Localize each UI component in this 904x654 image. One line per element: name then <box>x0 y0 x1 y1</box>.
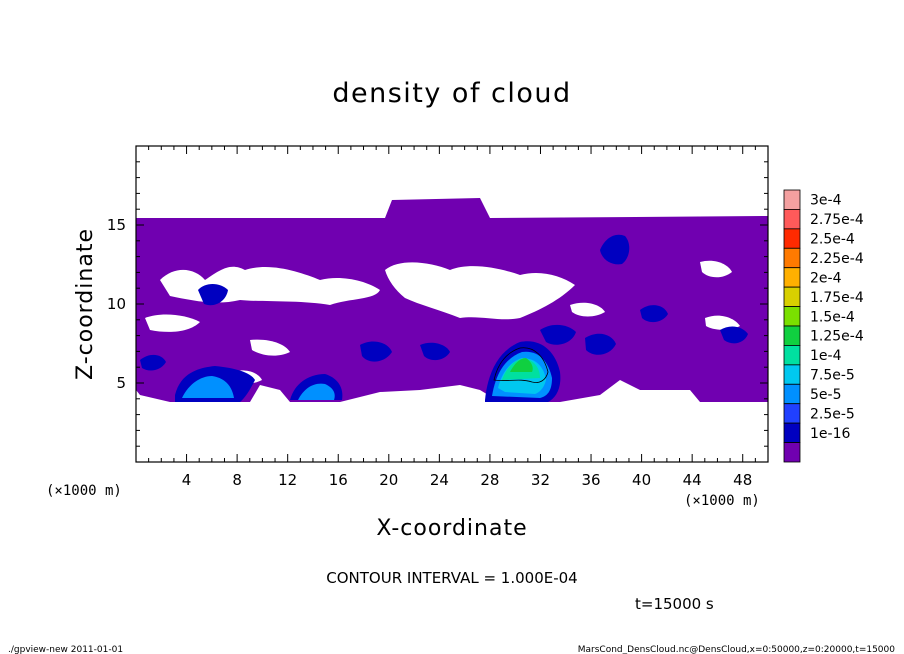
x-tick-label: 32 <box>531 471 550 489</box>
colorbar-swatch <box>783 286 801 307</box>
colorbar-label: 1.25e-4 <box>810 329 864 345</box>
x-unit-left: (×1000 m) <box>46 483 122 499</box>
x-tick-label: 12 <box>278 471 297 489</box>
y-tick-label: 5 <box>116 374 126 392</box>
time-label: t=15000 s <box>635 595 714 613</box>
footer-left: ./gpview-new 2011-01-01 <box>8 645 123 654</box>
colorbar-label: 1.5e-4 <box>810 309 855 325</box>
colorbar-swatch <box>783 345 801 366</box>
colorbar-label: 2.25e-4 <box>810 251 864 267</box>
x-tick-label: 36 <box>581 471 600 489</box>
x-tick-label: 24 <box>430 471 449 489</box>
colorbar-swatch <box>783 325 801 346</box>
colorbar-label: 2.5e-4 <box>810 232 855 248</box>
y-axis-label: Z-coordinate <box>73 228 98 380</box>
contour-interval: CONTOUR INTERVAL = 1.000E-04 <box>326 569 577 587</box>
x-tick-label: 48 <box>733 471 752 489</box>
colorbar-label: 3e-4 <box>810 193 842 209</box>
x-tick-label: 4 <box>182 471 192 489</box>
cloud-field <box>136 198 768 402</box>
chart-title: density of cloud <box>332 78 571 109</box>
y-tick-label: 15 <box>107 216 126 234</box>
colorbar-swatch <box>783 442 801 463</box>
x-tick-label: 40 <box>632 471 651 489</box>
x-tick-label: 20 <box>379 471 398 489</box>
colorbar-swatch <box>783 364 801 385</box>
colorbar-swatch <box>783 383 801 405</box>
colorbar-label: 2.5e-5 <box>810 406 855 422</box>
colorbar-label: 5e-5 <box>810 387 841 403</box>
x-axis-ticks: 4 8 12 16 20 24 28 32 36 40 44 48 <box>148 146 756 489</box>
colorbar-swatch <box>783 228 801 249</box>
footer-right: MarsCond_DensCloud.nc@DensCloud,x=0:5000… <box>578 645 895 654</box>
colorbar-label: 1e-4 <box>810 348 842 364</box>
x-tick-label: 28 <box>480 471 499 489</box>
colorbar-swatch <box>783 189 801 210</box>
contour-line <box>493 347 549 383</box>
colorbar-label: 7.5e-5 <box>810 368 855 384</box>
y-axis-ticks: 5 10 15 <box>107 161 768 447</box>
x-tick-label: 44 <box>683 471 702 489</box>
colorbar-swatch <box>783 247 801 269</box>
colorbar-swatch <box>783 209 801 230</box>
x-unit-right: (×1000 m) <box>684 493 760 509</box>
colorbar-swatch <box>783 306 801 327</box>
colorbar: 3e-4 2.75e-4 2.5e-4 2.25e-4 2e-4 1.75e-4 1.5e-… <box>783 189 864 463</box>
y-tick-label: 10 <box>107 295 126 313</box>
x-tick-label: 8 <box>232 471 242 489</box>
x-axis-label: X-coordinate <box>376 516 527 541</box>
colorbar-label: 2.75e-4 <box>810 212 864 228</box>
x-tick-label: 16 <box>329 471 348 489</box>
colorbar-label: 1e-16 <box>810 426 850 442</box>
colorbar-swatch <box>783 422 801 443</box>
dense-patches <box>140 234 748 402</box>
colorbar-swatch <box>783 267 801 288</box>
colorbar-label: 1.75e-4 <box>810 290 864 306</box>
colorbar-swatch <box>783 403 801 424</box>
colorbar-label: 2e-4 <box>810 270 842 286</box>
